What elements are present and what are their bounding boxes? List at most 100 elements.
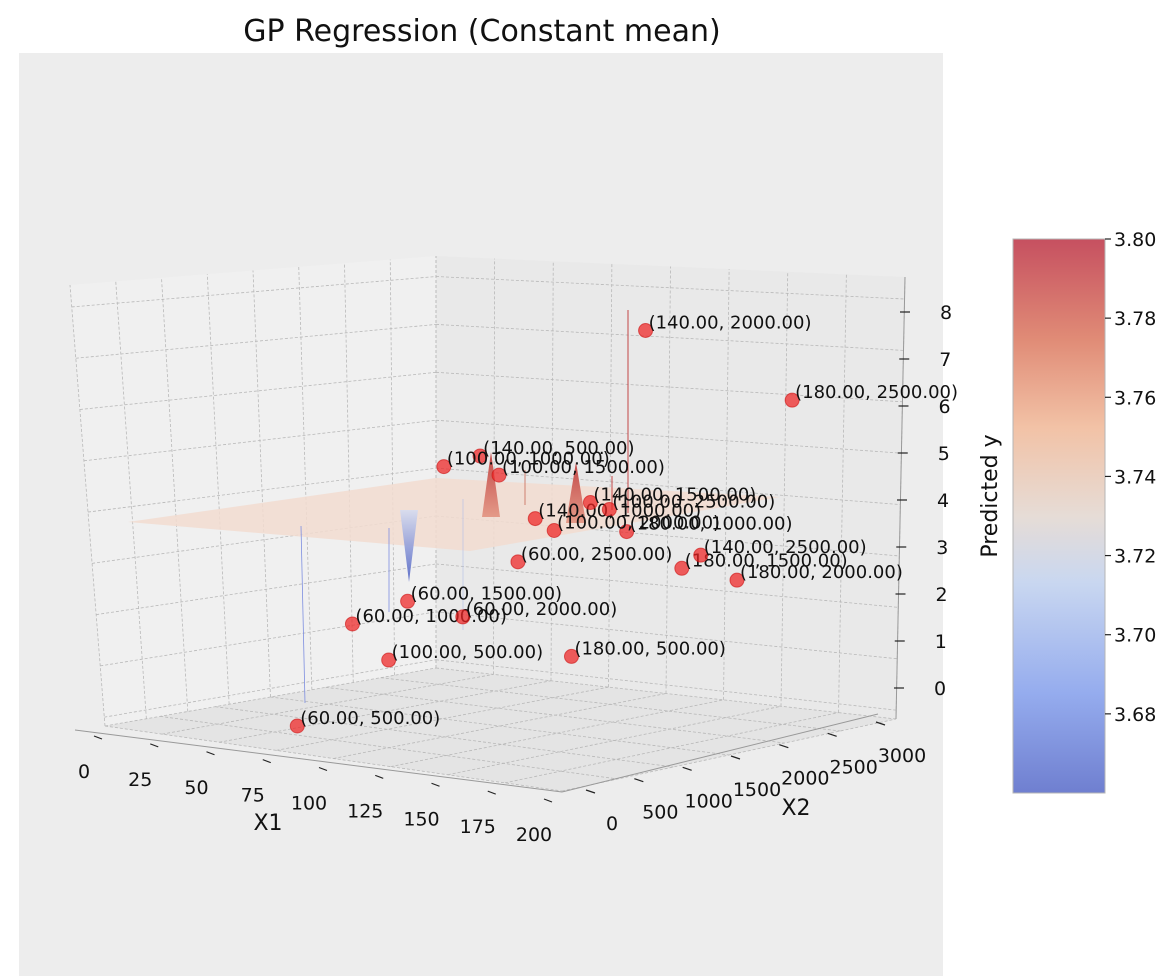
x1-tick-label: 175	[460, 816, 496, 838]
surface-peak	[482, 452, 500, 517]
x2-tick-label: 1000	[684, 790, 732, 812]
x1-tick	[375, 774, 384, 779]
data-point-label: (100.00, 1500.00)	[502, 457, 665, 478]
z-tick-label: 0	[934, 678, 946, 700]
chart-title: GP Regression (Constant mean)	[243, 14, 720, 49]
z-tick-label: 5	[938, 443, 950, 465]
data-point-label: (60.00, 1000.00)	[355, 606, 506, 627]
data-point	[582, 495, 598, 510]
grid-line	[92, 515, 437, 564]
z-axis-line	[895, 276, 906, 720]
x2-tick-label: 2500	[829, 756, 877, 778]
data-point-label: (100.00, 1000.00)	[447, 449, 610, 470]
x1-axis-line	[74, 729, 563, 793]
x1-tick	[318, 766, 328, 772]
grid-line	[100, 611, 437, 667]
x1-tick	[262, 759, 271, 764]
z-tick-label: 3	[936, 537, 948, 559]
data-point	[381, 652, 397, 668]
grid-line	[215, 706, 674, 768]
x2-tick	[875, 721, 886, 726]
x1-tick	[150, 743, 159, 748]
colorbar	[1012, 238, 1106, 794]
data-point	[638, 323, 654, 338]
x2-tick	[730, 755, 741, 760]
x2-tick-label: 0	[606, 813, 618, 835]
x1-tick-label: 50	[184, 777, 208, 799]
grid-line	[665, 266, 671, 694]
grid-line	[270, 696, 730, 756]
colorbar-tick-label: 3.78	[1114, 308, 1156, 330]
grid-line	[838, 274, 847, 713]
x2-axis-line	[561, 713, 879, 793]
data-point-label: (140.00, 2500.00)	[704, 537, 867, 558]
x2-tick	[585, 789, 596, 794]
x1-tick	[93, 735, 103, 740]
data-point	[729, 572, 745, 588]
grid-line	[435, 563, 899, 608]
data-points: (140.00, 2000.00) (180.00, 2500.00) (140.0…	[289, 313, 958, 734]
colorbar-ticks: 3.68 3.70 3.72 3.74 3.76 3.78 3.80	[1105, 229, 1156, 726]
x1-tick-label: 200	[516, 824, 552, 846]
data-point	[674, 560, 690, 576]
x1-tick-label: 0	[78, 761, 90, 783]
grid-line	[435, 659, 897, 711]
grid-line	[435, 276, 905, 300]
grid-line	[435, 419, 902, 454]
surface-peak	[566, 462, 586, 523]
data-point	[455, 609, 471, 625]
z-tick-label: 7	[939, 349, 951, 371]
data-point-label: (180.00, 1500.00)	[685, 550, 848, 571]
data-point-label: (60.00, 500.00)	[300, 708, 440, 729]
axis-ticks: 0 25 50 75 100 125 150 175 200 050010001500200025…	[78, 302, 952, 846]
grid-line	[75, 324, 437, 359]
z-tick-label: 6	[938, 396, 950, 418]
grid-line	[435, 667, 897, 720]
data-point	[289, 718, 305, 734]
x2-tick	[634, 778, 644, 783]
grid-line	[69, 284, 106, 727]
right-pane	[436, 256, 905, 719]
x2-tick-label: 1500	[733, 779, 781, 801]
z-tick-label: 2	[935, 584, 947, 606]
data-point	[491, 467, 507, 483]
data-point-label: (140.00, 1500.00)	[593, 485, 756, 506]
data-point	[693, 547, 709, 563]
floor-pane	[105, 668, 896, 791]
grid-line	[160, 715, 618, 780]
data-point	[472, 448, 488, 464]
x2-tick-label: 2000	[781, 768, 829, 790]
grid-line	[435, 371, 903, 403]
grid-line	[325, 686, 785, 744]
data-point	[546, 523, 562, 538]
colorbar-tick-label: 3.72	[1114, 546, 1156, 568]
surface-plane	[128, 478, 780, 551]
z-tick-label: 1	[935, 631, 947, 653]
data-point	[784, 392, 800, 408]
data-point-label: (140.00, 500.00)	[483, 438, 634, 459]
grid-line	[71, 276, 437, 308]
data-point-label: (140.00, 2000.00)	[649, 313, 812, 334]
x1-tick-label: 125	[347, 800, 383, 822]
z-tick-label: 4	[937, 490, 949, 512]
data-point-label: (60.00, 2500.00)	[521, 544, 672, 565]
data-point-label: (180.00, 500.00)	[574, 638, 725, 659]
grid-line	[723, 269, 730, 700]
colorbar-label: Predicted y	[978, 434, 1003, 557]
grid-line	[493, 258, 496, 675]
x1-tick	[206, 751, 215, 756]
data-point	[510, 554, 526, 570]
data-point-label: (180.00, 2000.00)	[740, 562, 903, 583]
data-point	[436, 459, 452, 475]
x1-tick	[431, 782, 440, 787]
grid-line	[96, 563, 437, 616]
data-point	[563, 648, 579, 664]
x1-tick-label: 25	[128, 769, 152, 791]
z-tick-label: 8	[940, 302, 952, 324]
grid-line	[104, 725, 563, 792]
data-point	[601, 502, 617, 517]
data-point-label: (100.00, 2500.00)	[612, 492, 775, 513]
x2-tick-label: 3000	[878, 745, 926, 767]
data-point-label: (60.00, 2000.00)	[466, 599, 617, 620]
